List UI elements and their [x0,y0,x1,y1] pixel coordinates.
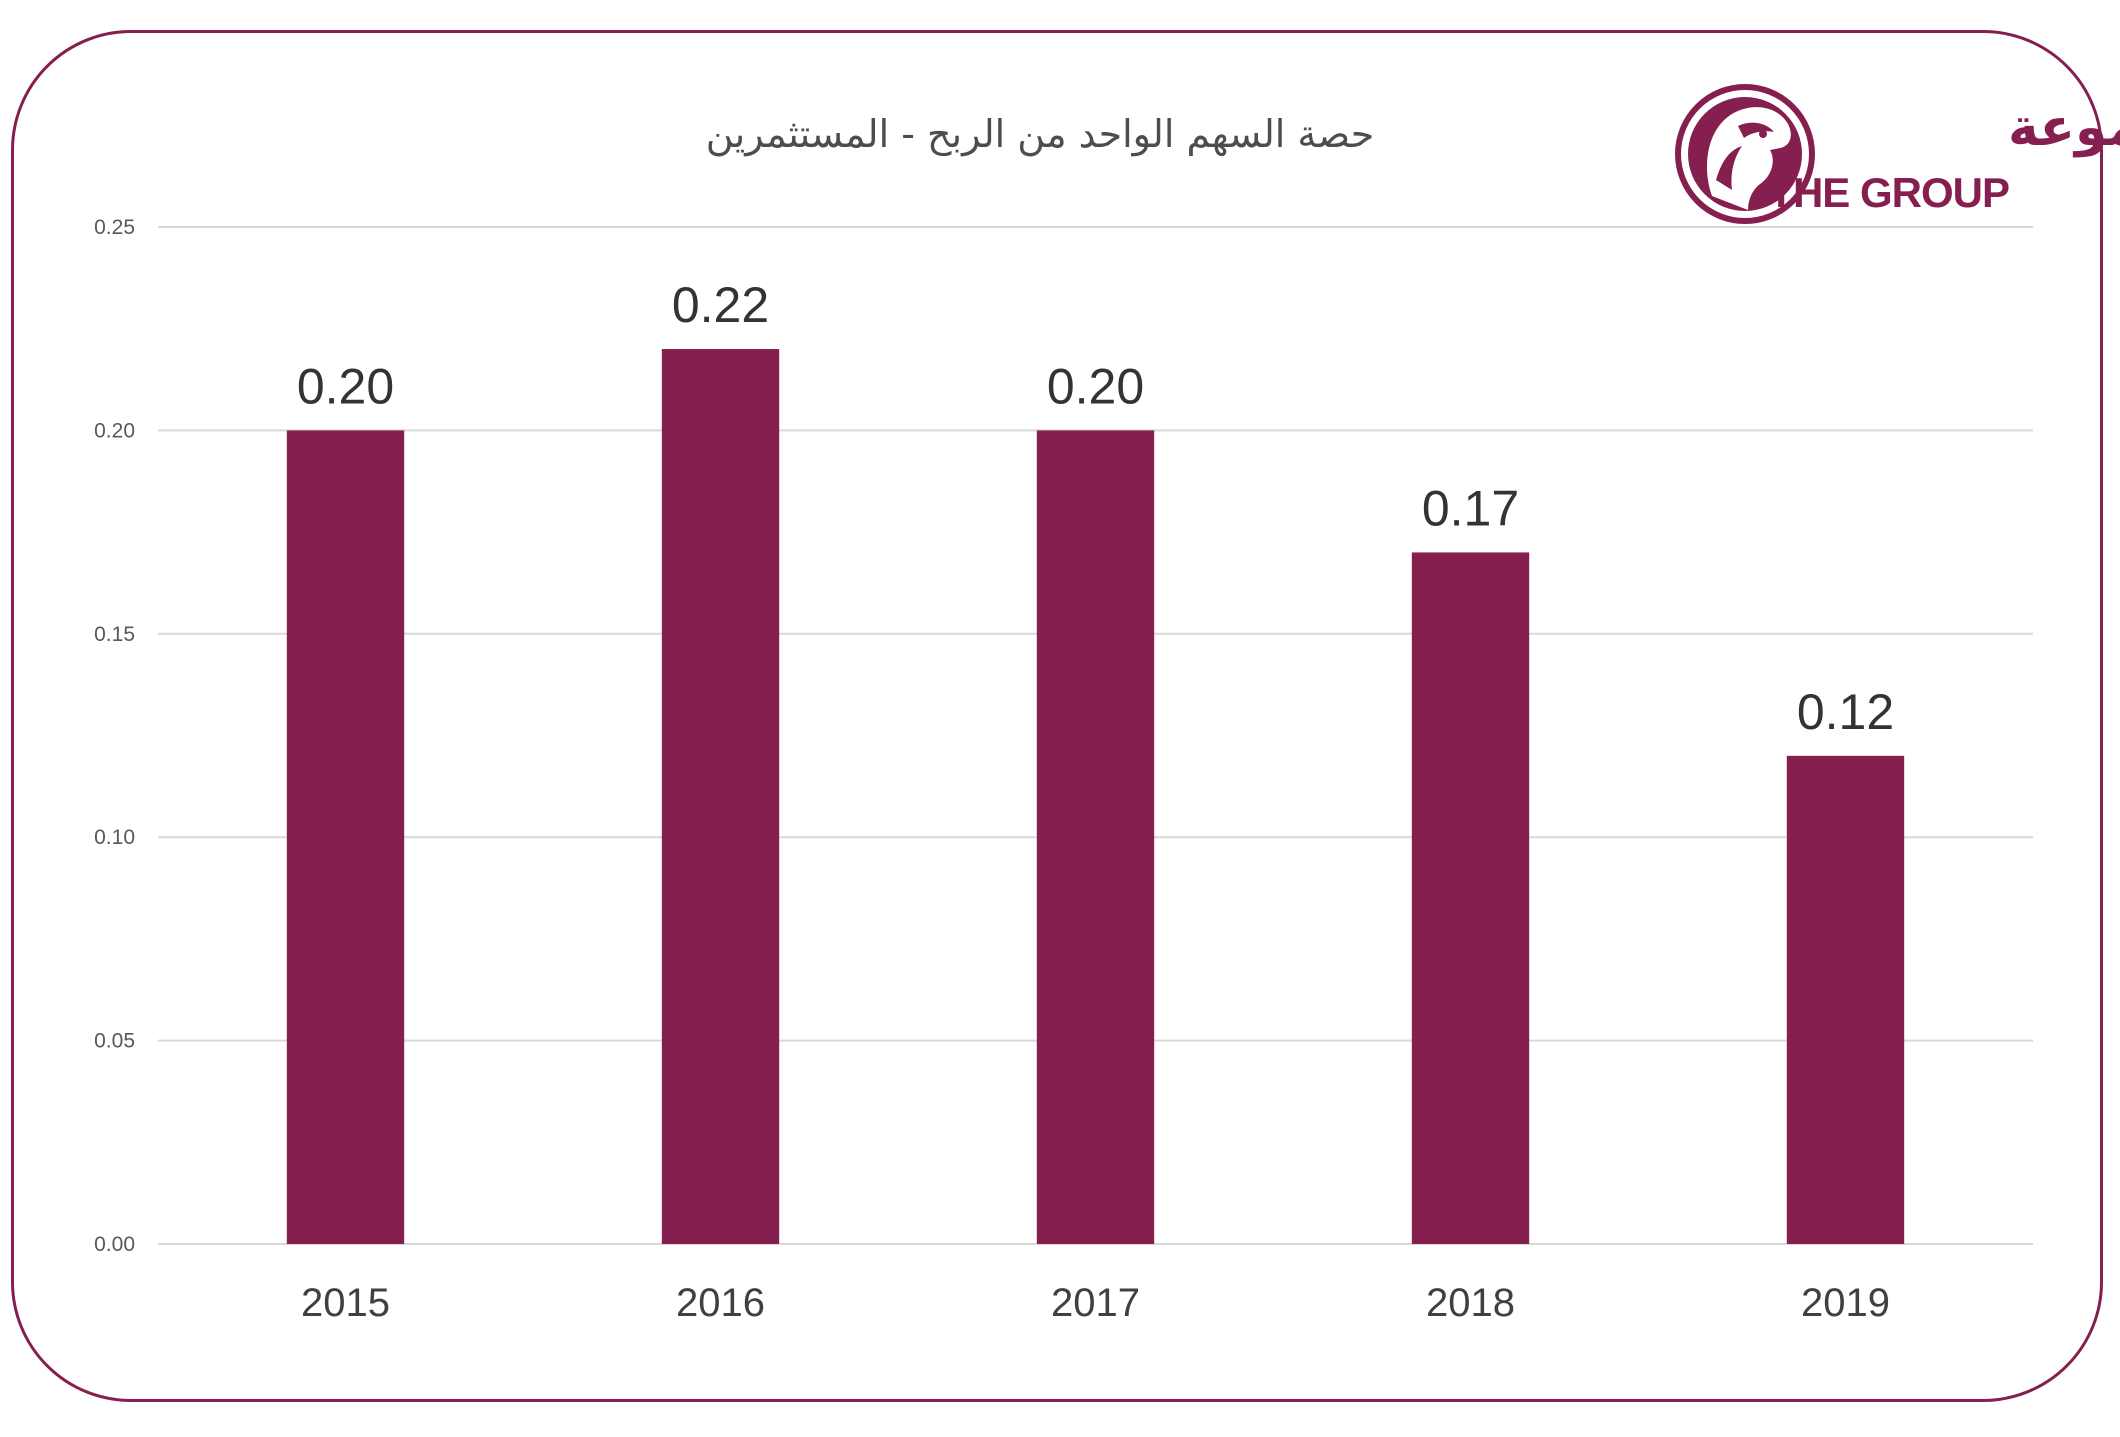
chart-title: حصة السهم الواحد من الربح - المستثمرين [706,112,1374,157]
data-label: 0.12 [1797,684,1894,740]
x-tick-label: 2018 [1426,1281,1515,1325]
y-tick-label: 0.15 [94,623,135,646]
y-axis-ticks: 0.00 0.05 0.10 0.15 0.20 0.25 [94,216,135,1256]
falcon-emblem-icon [1675,84,1815,224]
bar [1411,552,1530,1244]
data-labels: 0.20 0.22 0.20 0.17 0.12 [297,277,1894,740]
y-tick-label: 0.10 [94,826,135,849]
data-label: 0.22 [672,277,769,333]
logo-english-name: THE GROUP [1768,169,2009,216]
data-label: 0.20 [1047,358,1144,414]
x-tick-label: 2019 [1801,1281,1890,1325]
data-label: 0.20 [297,358,394,414]
y-tick-label: 0.20 [94,419,135,442]
y-tick-label: 0.05 [94,1030,135,1053]
company-logo: المجموعة THE GROUP [1675,84,2120,224]
y-tick-label: 0.25 [94,216,135,239]
logo-arabic-name: المجموعة [2008,98,2120,158]
bar [286,430,405,1244]
bars [286,349,1905,1244]
x-tick-label: 2016 [676,1281,765,1325]
bar [661,349,780,1244]
bar [1036,430,1155,1244]
x-axis-ticks: 2015 2016 2017 2018 2019 [301,1281,1890,1325]
data-label: 0.17 [1422,480,1519,536]
x-tick-label: 2017 [1051,1281,1140,1325]
x-tick-label: 2015 [301,1281,390,1325]
bar [1786,755,1905,1244]
y-tick-label: 0.00 [94,1233,135,1256]
